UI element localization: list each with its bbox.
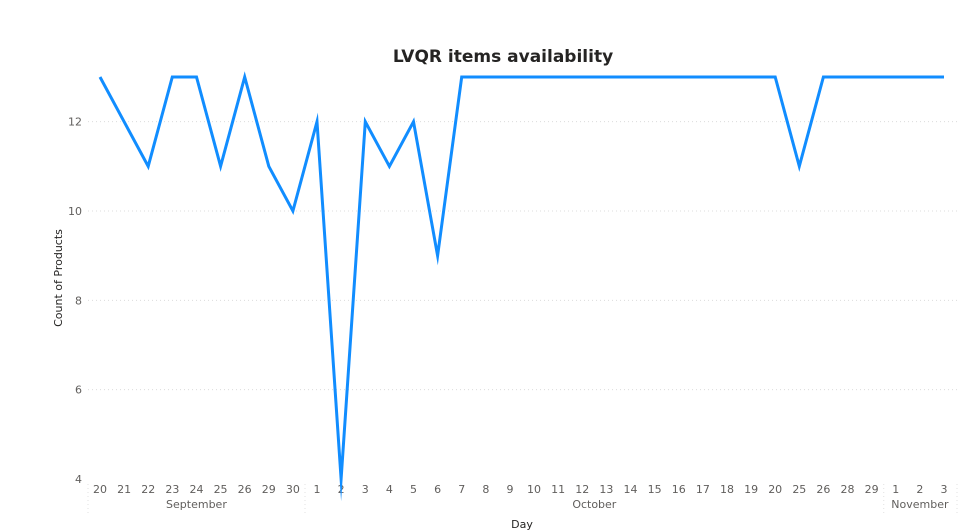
data-point <box>918 76 921 79</box>
series-layer <box>98 71 946 502</box>
chart-title: LVQR items availability <box>393 47 613 67</box>
data-point <box>870 76 873 79</box>
x-tick-label: 7 <box>458 483 465 496</box>
x-tick-label: 30 <box>286 483 300 496</box>
data-point <box>822 76 825 79</box>
x-tick-label: 3 <box>941 483 948 496</box>
x-tick-label: 28 <box>841 483 855 496</box>
y-axis-label: Count of Products <box>52 229 65 327</box>
x-tick-label: 29 <box>262 483 276 496</box>
x-tick-label: 21 <box>117 483 131 496</box>
data-point <box>894 76 897 79</box>
x-tick-label: 13 <box>599 483 613 496</box>
x-tick-label: 1 <box>314 483 321 496</box>
x-tick-label: 12 <box>575 483 589 496</box>
x-tick-label: 11 <box>551 483 565 496</box>
y-tick-label: 8 <box>75 294 82 307</box>
x-axis-month-groups: September October November <box>87 484 958 516</box>
data-point <box>508 76 511 79</box>
x-tick-label: 22 <box>141 483 155 496</box>
data-point <box>629 76 632 79</box>
x-tick-label: 18 <box>720 483 734 496</box>
x-group-label: October <box>572 498 616 511</box>
data-point <box>701 76 704 79</box>
x-tick-label: 15 <box>648 483 662 496</box>
data-point <box>557 76 560 79</box>
x-tick-label: 9 <box>506 483 513 496</box>
data-point <box>195 76 198 79</box>
x-tick-label: 26 <box>816 483 830 496</box>
x-axis-ticks: 20 21 22 23 24 25 26 29 30 1 2 3 4 5 6 7 8 9 10 11 12 13 14 15 1… <box>93 483 948 496</box>
x-tick-label: 10 <box>527 483 541 496</box>
data-point <box>388 165 391 168</box>
y-tick-label: 12 <box>68 116 82 129</box>
x-tick-label: 23 <box>165 483 179 496</box>
data-point <box>581 76 584 79</box>
data-point <box>123 120 126 123</box>
data-point <box>219 165 222 168</box>
x-tick-label: 25 <box>792 483 806 496</box>
x-group-label: November <box>891 498 949 511</box>
data-point <box>677 76 680 79</box>
data-point <box>846 76 849 79</box>
x-tick-label: 19 <box>744 483 758 496</box>
data-point <box>605 76 608 79</box>
x-tick-label: 5 <box>410 483 417 496</box>
data-point <box>364 120 367 123</box>
x-tick-label: 17 <box>696 483 710 496</box>
x-tick-label: 25 <box>214 483 228 496</box>
data-point <box>412 120 415 123</box>
x-tick-label: 20 <box>768 483 782 496</box>
x-tick-label: 1 <box>892 483 899 496</box>
series-line <box>98 71 944 502</box>
data-point <box>725 76 728 79</box>
x-tick-label: 29 <box>865 483 879 496</box>
data-point <box>316 120 319 123</box>
y-tick-label: 4 <box>75 473 82 486</box>
x-axis-label: Day <box>511 518 533 531</box>
x-tick-label: 2 <box>916 483 923 496</box>
y-axis-ticks: 4 6 8 10 12 <box>68 116 82 486</box>
data-point <box>484 76 487 79</box>
x-tick-label: 20 <box>93 483 107 496</box>
data-point <box>533 76 536 79</box>
data-point <box>243 76 246 79</box>
y-tick-label: 10 <box>68 205 82 218</box>
x-tick-label: 6 <box>434 483 441 496</box>
data-point <box>340 478 343 481</box>
x-tick-label: 16 <box>672 483 686 496</box>
data-point <box>774 76 777 79</box>
x-group-label: September <box>166 498 227 511</box>
x-tick-label: 3 <box>362 483 369 496</box>
y-tick-label: 6 <box>75 384 82 397</box>
data-point <box>460 76 463 79</box>
x-tick-label: 8 <box>482 483 489 496</box>
data-point <box>653 76 656 79</box>
x-tick-label: 14 <box>624 483 638 496</box>
x-tick-label: 4 <box>386 483 393 496</box>
data-point <box>147 165 150 168</box>
x-tick-label: 26 <box>238 483 252 496</box>
data-point <box>943 76 946 79</box>
data-point <box>750 76 753 79</box>
x-tick-label: 24 <box>189 483 203 496</box>
data-point <box>798 165 801 168</box>
data-point <box>436 254 439 257</box>
data-point <box>99 76 102 79</box>
data-point <box>267 165 270 168</box>
data-point <box>291 210 294 213</box>
data-point <box>171 76 174 79</box>
